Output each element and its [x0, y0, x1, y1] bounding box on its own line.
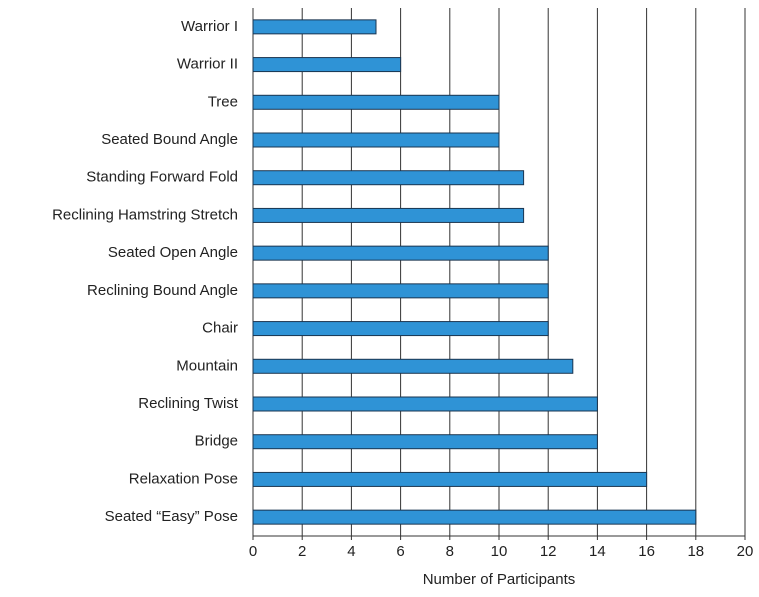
x-tick-label: 16 [638, 543, 655, 560]
bar [252, 471, 648, 487]
y-tick-label: Reclining Twist [138, 395, 239, 412]
bar [252, 358, 574, 374]
bar [252, 57, 402, 73]
x-tick-label: 4 [347, 543, 355, 560]
x-tick-label: 8 [446, 543, 454, 560]
y-tick-label: Reclining Hamstring Stretch [52, 206, 238, 223]
bar [252, 396, 598, 412]
y-tick-label: Seated “Easy” Pose [105, 508, 238, 525]
x-tick-label: 2 [298, 543, 306, 560]
bar [252, 19, 377, 35]
x-tick-label: 6 [396, 543, 404, 560]
bar [252, 283, 549, 299]
y-tick-label: Warrior I [181, 18, 238, 35]
y-tick-label: Tree [208, 93, 238, 110]
x-axis-label: Number of Participants [423, 571, 576, 588]
bar [252, 245, 549, 261]
y-tick-label: Seated Bound Angle [101, 131, 238, 148]
y-tick-label: Reclining Bound Angle [87, 282, 238, 299]
x-tick-label: 18 [687, 543, 704, 560]
x-tick-label: 10 [491, 543, 508, 560]
bar [252, 170, 525, 186]
y-tick-label: Chair [202, 320, 238, 337]
y-tick-label: Bridge [195, 433, 238, 450]
bar [252, 207, 525, 223]
y-tick-label: Warrior II [177, 56, 238, 73]
y-tick-label: Standing Forward Fold [86, 169, 238, 186]
y-tick-label: Relaxation Pose [129, 470, 238, 487]
bar [252, 509, 697, 525]
bar [252, 321, 549, 337]
bar [252, 132, 500, 148]
x-tick-label: 0 [249, 543, 257, 560]
x-tick-label: 14 [589, 543, 606, 560]
bar [252, 94, 500, 110]
x-tick-label: 20 [737, 543, 754, 560]
y-tick-label: Seated Open Angle [108, 244, 238, 261]
x-tick-label: 12 [540, 543, 557, 560]
bar [252, 434, 598, 450]
y-tick-label: Mountain [176, 357, 238, 374]
